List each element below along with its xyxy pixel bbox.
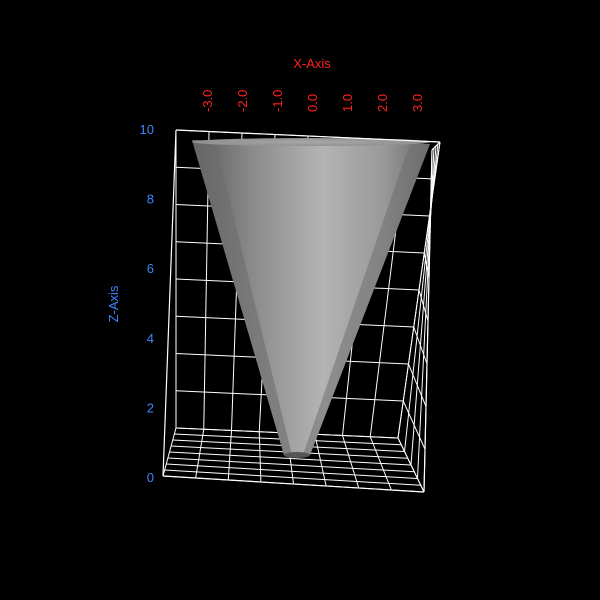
box-edge <box>431 141 441 151</box>
cone-top-rim <box>192 138 430 146</box>
floor-grid-line <box>369 436 392 491</box>
floor-grid-line <box>169 451 412 466</box>
cone-shading-right <box>303 143 430 455</box>
x-tick-label: -1.0 <box>270 90 285 112</box>
x-axis-title: X-Axis <box>293 56 331 71</box>
x-tick-label: 3.0 <box>410 94 425 112</box>
z-axis-ticks: 0 2 4 6 8 10 <box>140 122 154 485</box>
cone-body <box>192 140 430 455</box>
cone-shading-left <box>192 140 292 455</box>
floor-grid-line <box>167 457 415 473</box>
floor-grid-line <box>314 434 327 487</box>
z-axis: Z-Axis 0 2 4 6 8 10 <box>106 122 154 485</box>
x-tick-label: 2.0 <box>375 94 390 112</box>
x-tick-label: 0.0 <box>305 94 320 112</box>
box-edge <box>423 149 433 493</box>
box-edge <box>162 475 425 493</box>
x-tick-label: 1.0 <box>340 94 355 112</box>
z-axis-title: Z-Axis <box>106 285 121 322</box>
z-tick-label: 4 <box>147 331 154 346</box>
x-tick-label: -2.0 <box>235 90 250 112</box>
floor-grid-line <box>164 469 421 486</box>
cone-surface <box>192 138 430 458</box>
cone-tip <box>284 452 310 458</box>
x-tick-label: -3.0 <box>200 90 215 112</box>
z-tick-label: 0 <box>147 470 154 485</box>
floor-grid-line <box>166 463 418 479</box>
z-tick-label: 8 <box>147 192 154 207</box>
right-wall-grid-line <box>410 145 437 466</box>
x-axis: X-Axis -3.0 -2.0 -1.0 0.0 1.0 2.0 3.0 <box>200 56 425 112</box>
z-tick-label: 6 <box>147 261 154 276</box>
bounding-box-edges <box>162 129 441 493</box>
z-tick-label: 2 <box>147 400 154 415</box>
box-edge <box>175 129 441 143</box>
z-tick-label: 10 <box>140 122 154 137</box>
floor-grid-line <box>342 435 360 489</box>
box-edge <box>162 129 177 477</box>
x-axis-ticks: -3.0 -2.0 -1.0 0.0 1.0 2.0 3.0 <box>200 90 425 112</box>
